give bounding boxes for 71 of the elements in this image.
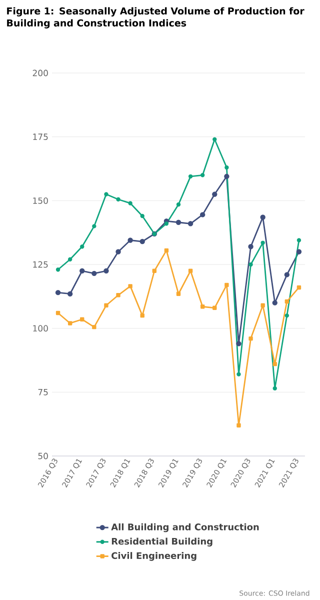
point (272, 386, 277, 390)
point (212, 306, 217, 310)
point (164, 222, 169, 226)
point (284, 313, 290, 318)
y-tick-label: 150 (33, 197, 48, 204)
point (200, 173, 205, 178)
point (92, 324, 96, 330)
point (140, 238, 145, 244)
point (188, 268, 193, 273)
point (212, 137, 217, 142)
y-tick-label: 125 (33, 261, 48, 268)
point (80, 317, 84, 322)
point (284, 299, 290, 304)
point (224, 165, 229, 170)
point (164, 248, 169, 253)
point (80, 268, 85, 274)
point (236, 341, 242, 346)
point (80, 244, 84, 249)
point (152, 268, 157, 273)
point (116, 293, 120, 298)
point (140, 313, 144, 318)
point (128, 201, 132, 206)
point (260, 240, 265, 245)
legend-label: Residential Building (112, 538, 212, 547)
point (200, 212, 206, 218)
point (284, 272, 290, 278)
point (272, 300, 278, 306)
legend-label: All Building and Construction (111, 523, 259, 532)
point (248, 262, 253, 267)
point (56, 310, 60, 316)
point (68, 321, 72, 326)
legend-label: Civil Engineering (112, 552, 196, 561)
point (224, 282, 229, 288)
point (200, 304, 205, 309)
point (296, 249, 302, 254)
point (116, 249, 121, 254)
point (176, 292, 181, 296)
chart-title: Figure 1: Seasonally Adjusted Volume of Production for Building and Construction Indices (7, 7, 304, 28)
point (92, 224, 96, 228)
point (68, 257, 72, 262)
y-tick-label: 50 (38, 452, 48, 460)
point (296, 285, 302, 290)
point (56, 268, 60, 272)
point (272, 362, 277, 366)
point (248, 336, 253, 341)
point (260, 214, 266, 220)
point (212, 192, 218, 197)
y-tick-label: 100 (33, 325, 48, 332)
point (296, 238, 302, 242)
point (92, 270, 97, 276)
point (176, 220, 182, 225)
point (140, 214, 144, 218)
point (188, 174, 193, 179)
point (224, 174, 230, 180)
point (236, 423, 241, 428)
point (176, 202, 181, 207)
point (67, 291, 73, 296)
y-tick-label: 75 (38, 389, 48, 396)
point (128, 284, 132, 288)
point (104, 268, 109, 274)
point (260, 303, 265, 308)
point (128, 238, 133, 243)
y-tick-label: 200 (32, 70, 48, 76)
point (104, 192, 108, 196)
point (116, 197, 120, 202)
y-tick-label: 175 (33, 134, 48, 140)
point (248, 244, 254, 250)
point (236, 372, 241, 376)
point (55, 290, 61, 296)
point (104, 303, 108, 308)
point (188, 221, 194, 226)
